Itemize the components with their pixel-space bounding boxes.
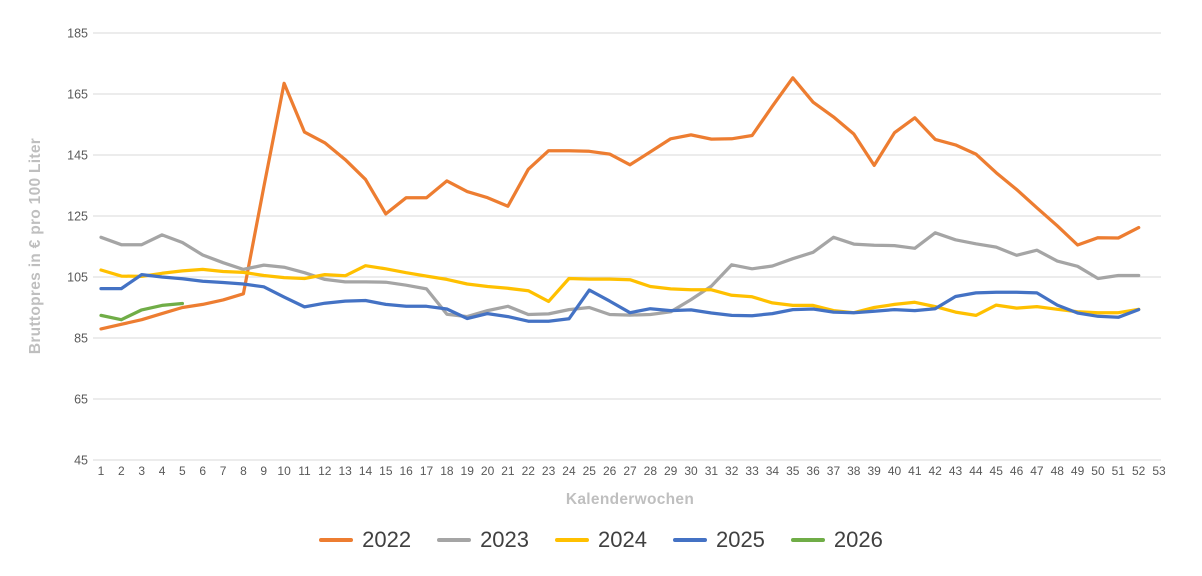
x-tick-label: 37 (827, 464, 841, 478)
series-line-2025 (99, 272, 1141, 323)
x-tick-label: 1 (98, 464, 105, 478)
series-line-2026 (99, 301, 185, 322)
x-tick-label: 45 (990, 464, 1004, 478)
y-tick-label: 65 (74, 393, 88, 407)
x-tick-label: 51 (1112, 464, 1126, 478)
x-tick-label: 19 (461, 464, 475, 478)
legend-swatch-2025 (672, 538, 707, 542)
x-tick-label: 33 (745, 464, 759, 478)
legend-item-2024: 2024 (555, 527, 647, 553)
series-line-2022 (99, 76, 1141, 331)
y-tick-label: 105 (67, 271, 88, 285)
x-tick-label: 40 (888, 464, 902, 478)
x-tick-label: 12 (318, 464, 332, 478)
x-tick-label: 31 (705, 464, 719, 478)
x-tick-label: 13 (338, 464, 352, 478)
x-tick-label: 8 (240, 464, 247, 478)
x-tick-label: 22 (522, 464, 536, 478)
y-tick-label: 85 (74, 332, 88, 346)
x-tick-label: 26 (603, 464, 617, 478)
x-tick-label: 7 (220, 464, 227, 478)
x-tick-label: 11 (298, 464, 311, 478)
x-tick-label: 21 (501, 464, 515, 478)
legend-swatch-2024 (555, 538, 590, 542)
x-tick-label: 5 (179, 464, 186, 478)
x-tick-label: 35 (786, 464, 800, 478)
legend-label-2025: 2025 (715, 527, 765, 552)
x-tick-label: 18 (440, 464, 454, 478)
legend-label-2024: 2024 (598, 527, 647, 552)
x-tick-label: 25 (583, 464, 597, 478)
x-tick-label: 53 (1152, 464, 1166, 478)
legend-item-2023: 2023 (437, 527, 529, 553)
x-tick-label: 43 (949, 464, 963, 478)
legend-swatch-2022 (319, 538, 354, 542)
x-tick-label: 36 (806, 464, 820, 478)
y-tick-label: 185 (67, 27, 88, 41)
x-tick-label: 10 (277, 464, 291, 478)
x-tick-label: 28 (644, 464, 658, 478)
chart-legend: 2022 2023 2024 2025 2026 (0, 527, 1202, 553)
x-tick-label: 16 (400, 464, 414, 478)
legend-label-2023: 2023 (480, 527, 530, 552)
x-tick-label: 9 (260, 464, 267, 478)
y-axis-title: Bruttopres in € pro 100 Liter (27, 137, 44, 355)
y-tick-label: 125 (67, 210, 88, 224)
x-tick-label: 48 (1051, 464, 1065, 478)
x-tick-label: 30 (684, 464, 698, 478)
legend-label-2026: 2026 (833, 527, 883, 552)
x-tick-label: 42 (929, 464, 943, 478)
x-tick-label: 47 (1030, 464, 1044, 478)
x-tick-label: 24 (562, 464, 576, 478)
legend-item-2022: 2022 (319, 527, 411, 553)
x-tick-label: 39 (867, 464, 881, 478)
legend-label-2022: 2022 (362, 527, 412, 552)
x-tick-label: 50 (1091, 464, 1105, 478)
x-tick-label: 52 (1132, 464, 1146, 478)
x-tick-label: 20 (481, 464, 495, 478)
legend-swatch-2026 (790, 538, 825, 542)
x-tick-label: 3 (138, 464, 145, 478)
x-tick-label: 2 (118, 464, 125, 478)
x-tick-label: 14 (359, 464, 373, 478)
x-tick-label: 15 (379, 464, 393, 478)
legend-item-2025: 2025 (672, 527, 765, 553)
series-line-2024 (99, 264, 1141, 318)
x-tick-label: 41 (908, 464, 922, 478)
x-tick-label: 29 (664, 464, 678, 478)
x-tick-label: 38 (847, 464, 861, 478)
x-tick-label: 4 (159, 464, 166, 478)
x-tick-label: 34 (766, 464, 780, 478)
legend-swatch-2023 (437, 538, 472, 542)
x-tick-label: 44 (969, 464, 983, 478)
x-tick-label: 46 (1010, 464, 1024, 478)
series-line-2023 (99, 231, 1141, 319)
y-tick-label: 165 (67, 88, 88, 102)
x-tick-label: 6 (199, 464, 206, 478)
x-tick-label: 32 (725, 464, 739, 478)
x-tick-label: 49 (1071, 464, 1085, 478)
x-tick-label: 27 (623, 464, 637, 478)
x-tick-label: 17 (420, 464, 434, 478)
x-tick-label: 23 (542, 464, 556, 478)
x-axis-title: Kalenderwochen (565, 491, 695, 508)
y-tick-label: 145 (67, 149, 88, 163)
y-tick-label: 45 (74, 454, 88, 468)
legend-item-2026: 2026 (790, 527, 883, 553)
